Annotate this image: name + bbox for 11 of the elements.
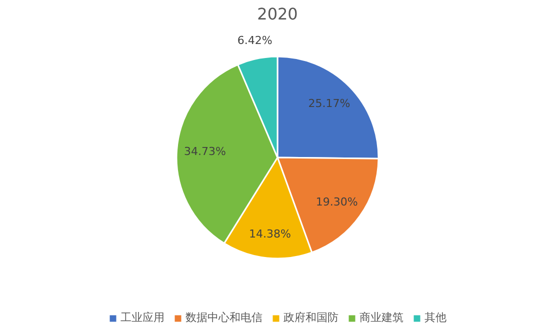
- data-label: 19.30%: [316, 195, 358, 208]
- legend-label: 工业应用: [120, 310, 164, 325]
- data-label: 34.73%: [184, 145, 226, 158]
- data-label: 14.38%: [248, 227, 291, 240]
- legend-label: 商业建筑: [360, 310, 404, 325]
- data-label: 6.42%: [237, 34, 272, 48]
- data-label: 25.17%: [308, 97, 350, 110]
- legend-label: 数据中心和电信: [186, 310, 262, 325]
- legend-label: 其他: [424, 310, 446, 325]
- legend-label: 政府和国防: [284, 310, 338, 325]
- chart-title: 2020: [257, 4, 298, 24]
